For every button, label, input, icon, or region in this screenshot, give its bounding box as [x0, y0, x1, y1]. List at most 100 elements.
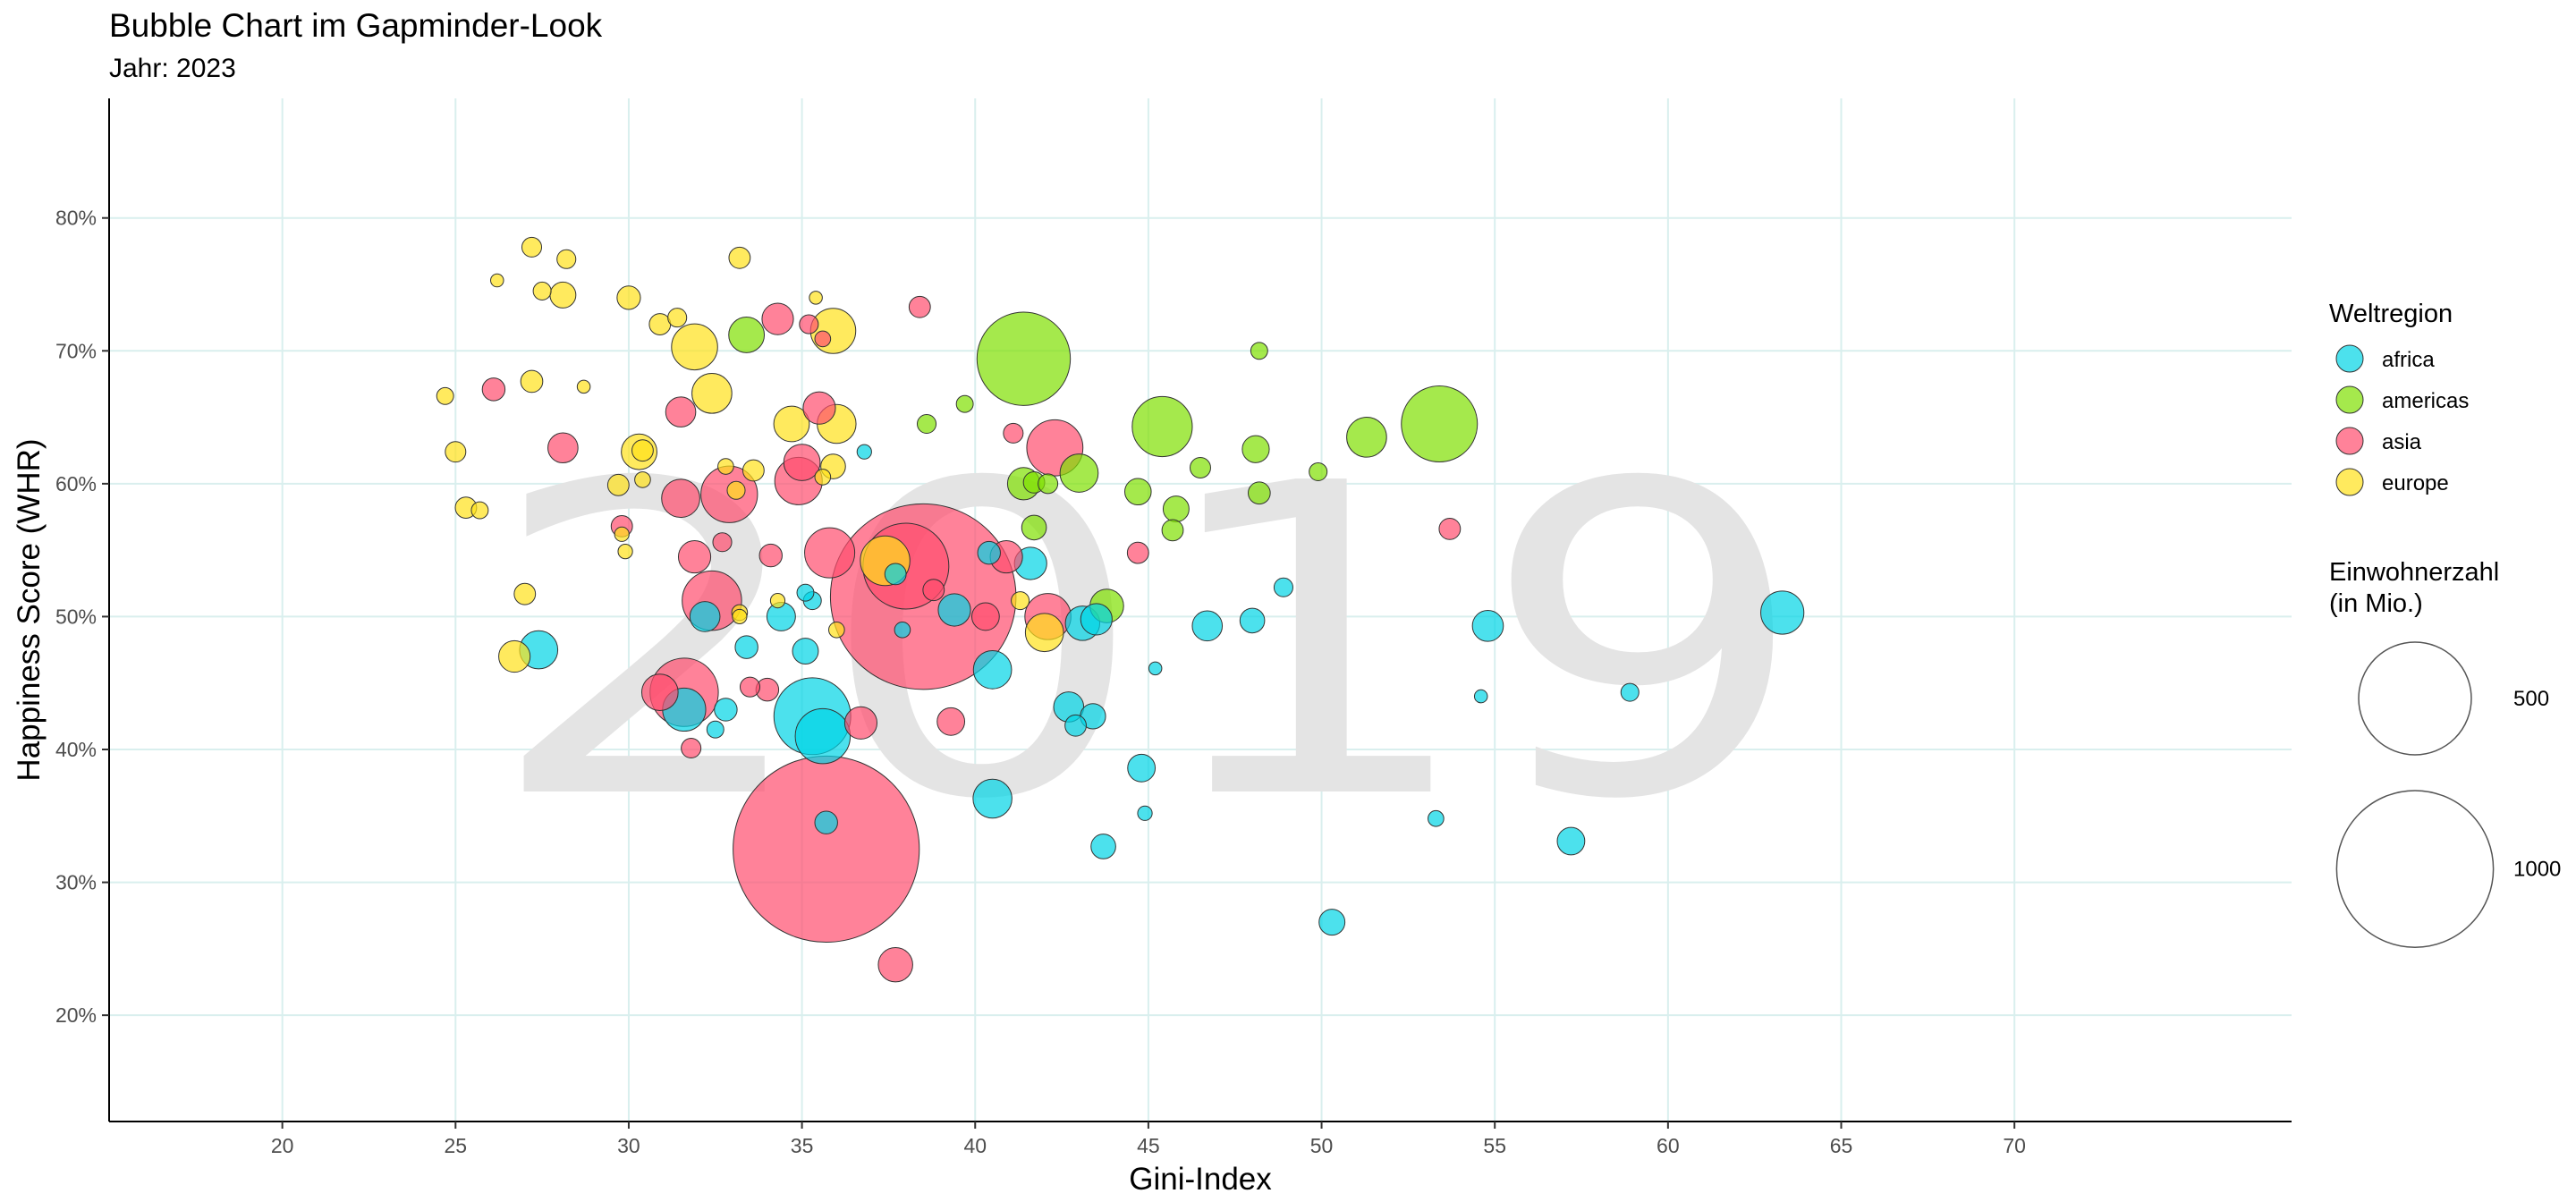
bubble-americas: [1309, 461, 1328, 482]
bubble-americas: [916, 413, 937, 435]
bubble-asia: [936, 707, 966, 736]
bubble-asia: [1438, 517, 1462, 540]
bubble-europe: [671, 323, 718, 371]
bubble-africa: [1318, 909, 1346, 936]
bubble-americas: [1161, 519, 1184, 542]
y-tick-label: 30%: [55, 871, 97, 894]
bubble-americas: [1190, 457, 1211, 479]
bubble-europe: [606, 473, 630, 496]
bubble-europe: [828, 621, 845, 639]
bubble-asia: [843, 706, 878, 740]
bubble-africa: [1556, 826, 1586, 856]
legend-label-americas: americas: [2382, 389, 2469, 413]
bubble-africa: [1273, 577, 1293, 597]
bubble-africa: [1137, 805, 1153, 821]
bubble-americas: [1250, 342, 1268, 360]
x-tick-label: 45: [1137, 1134, 1160, 1157]
bubble-africa: [977, 540, 1001, 565]
bubble-europe: [1024, 613, 1064, 653]
color-legend-title: Weltregion: [2329, 300, 2453, 328]
legend-label-africa: africa: [2382, 348, 2435, 372]
bubble-africa: [972, 778, 1013, 819]
bubble-europe: [616, 285, 641, 310]
bubble-africa: [796, 583, 815, 602]
bubble-americas: [1131, 395, 1193, 458]
bubble-europe: [691, 373, 733, 414]
y-tick-label: 80%: [55, 207, 97, 230]
legend-key-africa: [2335, 344, 2364, 373]
chart-subtitle: Jahr: 2023: [109, 54, 236, 83]
bubble-africa: [1090, 834, 1116, 859]
grid: [109, 98, 2292, 1122]
bubble-europe: [513, 582, 537, 605]
bubble-europe: [556, 249, 577, 269]
bubble-americas: [1162, 495, 1190, 523]
bubble-europe: [717, 458, 734, 475]
bubble-europe: [809, 291, 823, 305]
bubble-europe: [769, 592, 786, 609]
bubble-asia: [814, 330, 832, 348]
x-tick-label: 65: [1830, 1134, 1853, 1157]
bubble-europe: [490, 273, 504, 288]
bubble-europe: [648, 313, 672, 335]
size-legend-label: 1000: [2513, 858, 2561, 882]
bubble-americas: [976, 311, 1072, 406]
bubble-europe: [617, 544, 633, 560]
bubble-africa: [1473, 689, 1488, 704]
bubble-africa: [1064, 714, 1087, 737]
bubble-asia: [1003, 422, 1024, 444]
x-tick-label: 70: [2003, 1134, 2026, 1157]
bubble-americas: [1021, 514, 1047, 541]
bubble-europe: [436, 386, 454, 405]
bubble-africa: [856, 444, 872, 460]
bubble-americas: [1248, 481, 1271, 505]
bubble-asia: [802, 391, 836, 425]
bubble-europe: [809, 308, 857, 354]
bubble-africa: [794, 707, 852, 765]
legend-key-europe: [2335, 468, 2364, 496]
x-axis-title: Gini-Index: [1129, 1162, 1272, 1197]
bubble-asia: [547, 432, 579, 464]
bubble-europe: [549, 281, 577, 309]
bubble-africa: [792, 638, 819, 665]
bubble-africa: [814, 810, 838, 834]
legend-key-asia: [2335, 427, 2364, 455]
bubble-europe: [732, 608, 748, 625]
bubble-asia: [665, 396, 697, 427]
bubble-africa: [689, 601, 721, 632]
bubble-africa: [1148, 661, 1163, 676]
bubble-asia: [677, 540, 712, 574]
bubble-asia: [922, 579, 945, 602]
bubbles: [436, 236, 1805, 983]
bubble-europe: [741, 459, 765, 482]
color-legend-entries: africa americas asia europe: [2335, 344, 2469, 496]
bubble-europe: [667, 308, 688, 328]
bubble-africa: [1620, 682, 1640, 702]
bubble-asia: [970, 602, 1000, 631]
bubble-europe: [773, 405, 810, 443]
bubble-europe: [634, 471, 651, 488]
bubble-asia: [877, 946, 913, 983]
y-tick-label: 50%: [55, 605, 97, 628]
x-tick-label: 60: [1657, 1134, 1680, 1157]
bubble-americas: [1241, 435, 1270, 463]
bubble-americas: [955, 394, 974, 413]
bubble-europe: [520, 369, 544, 394]
y-axis-title: Happiness Score (WHR): [12, 438, 47, 781]
bubble-africa: [1127, 753, 1157, 783]
x-tick-label: 40: [963, 1134, 987, 1157]
y-tick-label: 40%: [55, 738, 97, 761]
bubble-europe: [614, 526, 630, 542]
bubble-asia: [733, 755, 920, 944]
bubble-americas: [1401, 385, 1479, 463]
bubble-europe: [728, 246, 751, 269]
bubble-asia: [758, 543, 783, 568]
bubble-africa: [1080, 603, 1113, 636]
size-legend-title-line2: (in Mio.): [2329, 589, 2423, 618]
bubble-asia: [739, 676, 761, 698]
y-tick-label: 60%: [55, 472, 97, 495]
x-tick-label: 20: [271, 1134, 294, 1157]
bubble-europe: [445, 441, 467, 463]
bubble-americas: [1038, 473, 1059, 495]
